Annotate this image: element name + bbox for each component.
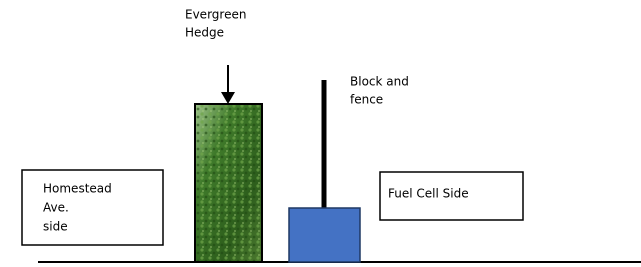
hedge-label: Hedge	[185, 26, 224, 40]
arrow-head	[221, 92, 235, 104]
block-label: Block and	[350, 75, 409, 89]
homestead-label: Homestead	[43, 182, 112, 196]
hedge-frame	[195, 104, 262, 262]
block-label: fence	[350, 93, 383, 107]
hedge-label: Evergreen	[185, 8, 246, 22]
block	[289, 208, 360, 262]
fuel-cell-label: Fuel Cell Side	[388, 187, 469, 201]
diagram: Homestead Ave. side Evergreen Hedge Bloc…	[0, 0, 641, 267]
homestead-label: Ave.	[43, 201, 69, 215]
homestead-label: side	[43, 220, 68, 234]
